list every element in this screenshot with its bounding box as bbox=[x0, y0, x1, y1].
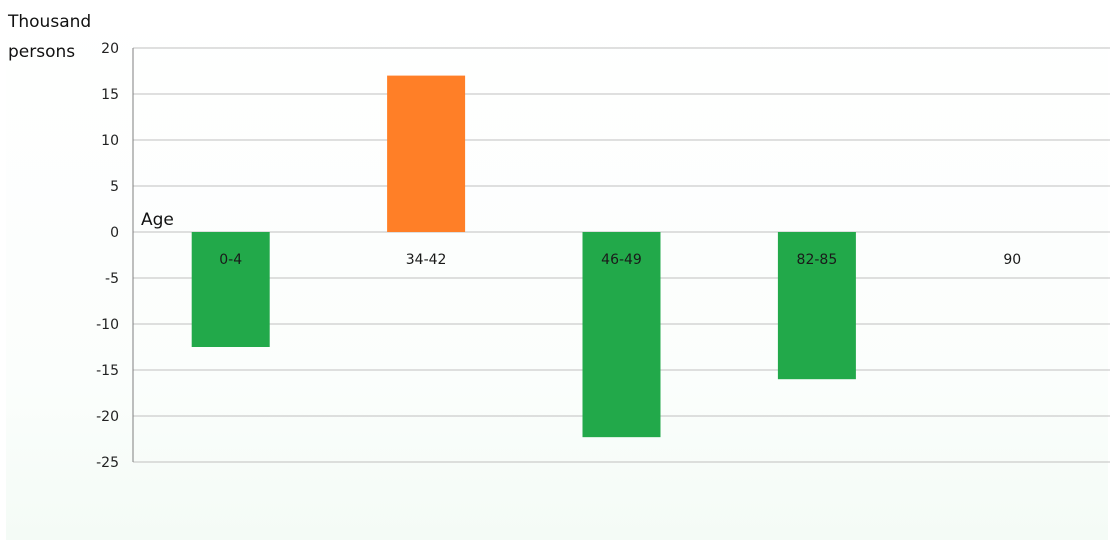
y-tick-label: -20 bbox=[96, 409, 119, 425]
bars bbox=[191, 75, 856, 438]
category-label: 46-49 bbox=[601, 252, 642, 268]
bar bbox=[191, 232, 270, 347]
y-tick-label: 15 bbox=[101, 87, 119, 103]
y-axis-label-line-1: Thousand bbox=[8, 12, 92, 32]
category-label: 82-85 bbox=[797, 252, 838, 268]
y-tick-label: -15 bbox=[96, 363, 119, 379]
y-tick-label: 0 bbox=[110, 225, 119, 241]
bar bbox=[387, 75, 466, 232]
y-tick-label: 5 bbox=[110, 179, 119, 195]
y-tick-label: -25 bbox=[96, 455, 119, 471]
y-tick-label: 20 bbox=[101, 41, 119, 57]
y-tick-label: -5 bbox=[105, 271, 119, 287]
x-axis-label: Age bbox=[141, 210, 174, 230]
y-tick-labels: 20 15 10 5 0 -5 -10 -15 -20 -25 bbox=[96, 41, 119, 471]
y-tick-label: 10 bbox=[101, 133, 119, 149]
bar bbox=[777, 232, 856, 380]
y-tick-label: -10 bbox=[96, 317, 119, 333]
category-label: 34-42 bbox=[406, 252, 447, 268]
chart-background bbox=[6, 6, 1108, 540]
y-axis-label-line-2: persons bbox=[8, 42, 76, 62]
category-label: 0-4 bbox=[219, 252, 242, 268]
category-labels: 0-4 34-42 46-49 82-85 90 bbox=[219, 252, 1021, 268]
category-label: 90 bbox=[1003, 252, 1021, 268]
bar bbox=[582, 232, 661, 438]
